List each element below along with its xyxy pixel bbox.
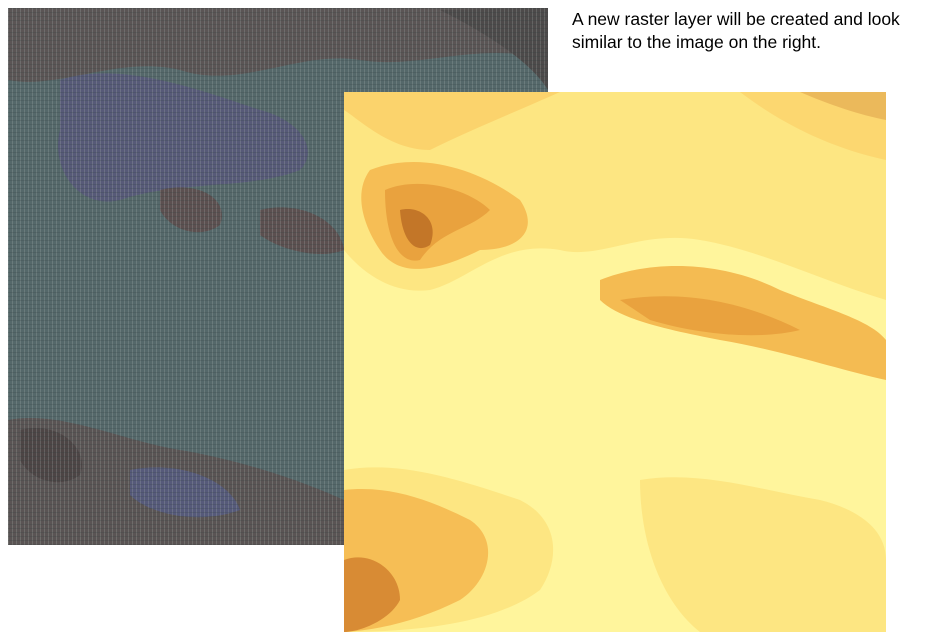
result-raster [344,92,886,632]
caption: A new raster layer will be created and l… [572,9,900,52]
